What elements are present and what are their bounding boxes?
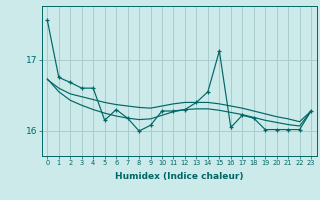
X-axis label: Humidex (Indice chaleur): Humidex (Indice chaleur)	[115, 172, 244, 181]
